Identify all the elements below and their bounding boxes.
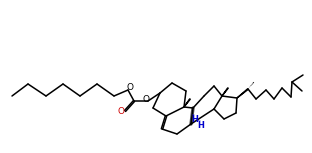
Text: H: H	[197, 121, 204, 131]
Text: O: O	[126, 84, 134, 93]
Text: O: O	[143, 95, 149, 103]
Polygon shape	[222, 88, 228, 96]
Text: O: O	[118, 106, 124, 116]
Text: H: H	[192, 114, 198, 123]
Polygon shape	[184, 99, 190, 107]
Polygon shape	[237, 89, 248, 98]
